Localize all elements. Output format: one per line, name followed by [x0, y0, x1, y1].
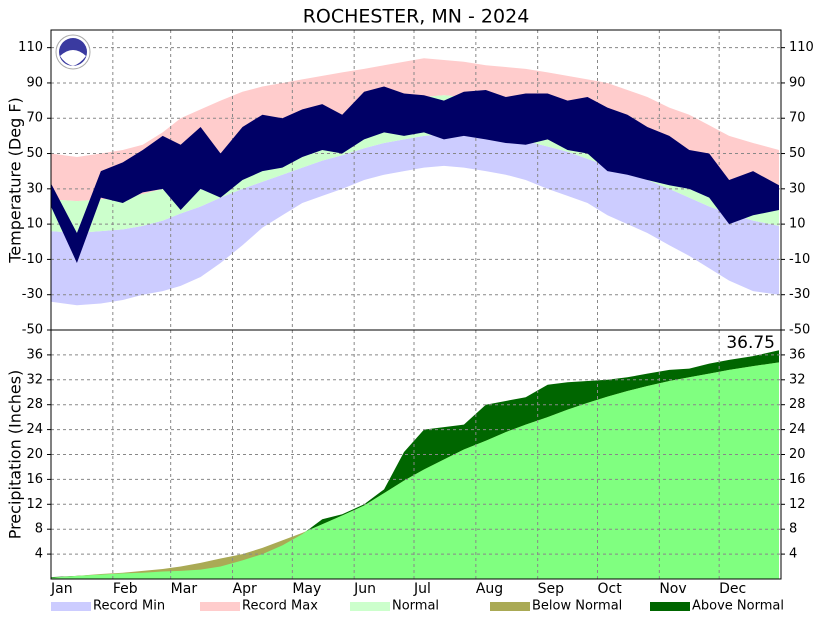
x-tick-label: Apr	[233, 581, 257, 597]
y-tick-label: 20	[26, 447, 43, 462]
y-tick-label: -10	[22, 252, 43, 267]
y-tick-label: 10	[789, 217, 806, 232]
legend-swatch	[350, 602, 390, 611]
record-max-band	[51, 58, 780, 202]
plot-border	[50, 329, 782, 580]
y-tick-label: 12	[26, 497, 43, 512]
y-tick-label: 16	[789, 472, 806, 487]
y-tick-label: 36	[26, 347, 43, 362]
legend-label: Record Min	[93, 599, 165, 614]
y-tick-label: 16	[26, 472, 43, 487]
y-tick-label: 12	[789, 497, 806, 512]
legend-swatch	[200, 602, 240, 611]
y-tick-label: 8	[35, 522, 43, 537]
x-tick-label: Jun	[353, 581, 376, 597]
y-tick-label: 50	[26, 146, 43, 161]
legend-label: Above Normal	[692, 599, 784, 614]
y-tick-label: 28	[789, 397, 806, 412]
x-tick-label: Feb	[113, 581, 138, 597]
y-tick-label: 90	[789, 75, 806, 90]
y-tick-label: 110	[789, 40, 814, 55]
y-tick-label: 24	[789, 422, 806, 437]
y-tick-label: 20	[789, 447, 806, 462]
y-tick-label: 30	[26, 181, 43, 196]
y-tick-label: -50	[789, 323, 810, 338]
total-annotation: 36.75	[726, 333, 775, 353]
y-tick-label: -10	[789, 252, 810, 267]
x-tick-label: May	[292, 581, 321, 597]
y-tick-label: 30	[789, 181, 806, 196]
y-tick-label: 8	[789, 522, 797, 537]
y-axis-label: Temperature (Deg F)	[6, 97, 25, 264]
x-tick-label: Jan	[50, 581, 73, 597]
x-tick-label: Jul	[413, 581, 431, 597]
legend-swatch	[650, 602, 690, 611]
observed-range	[51, 86, 780, 263]
y-tick-label: 4	[789, 547, 797, 562]
legend-label: Record Max	[242, 599, 318, 614]
legend-label: Normal	[392, 599, 439, 614]
legend-swatch	[490, 602, 530, 611]
x-tick-label: Nov	[659, 581, 686, 597]
x-tick-label: Oct	[598, 581, 623, 597]
y-tick-label: 10	[26, 217, 43, 232]
legend-label: Below Normal	[532, 599, 622, 614]
y-axis-label: Precipitation (Inches)	[6, 370, 25, 540]
y-tick-label: 36	[789, 347, 806, 362]
x-tick-label: Aug	[476, 581, 503, 597]
y-tick-label: 24	[26, 422, 43, 437]
y-tick-label: 70	[26, 111, 43, 126]
y-tick-label: -30	[22, 287, 43, 302]
y-tick-label: 32	[789, 372, 806, 387]
y-tick-label: -30	[789, 287, 810, 302]
chart-title: ROCHESTER, MN - 2024	[303, 6, 530, 28]
y-tick-label: 28	[26, 397, 43, 412]
y-tick-label: 110	[18, 40, 43, 55]
legend-swatch	[51, 602, 91, 611]
logo	[60, 50, 86, 66]
y-tick-label: 4	[35, 547, 43, 562]
x-tick-label: Dec	[719, 581, 746, 597]
y-tick-label: -50	[22, 323, 43, 338]
y-tick-label: 70	[789, 111, 806, 126]
y-tick-label: 90	[26, 75, 43, 90]
x-tick-label: Mar	[171, 581, 198, 597]
y-tick-label: 32	[26, 372, 43, 387]
x-tick-label: Sep	[538, 581, 565, 597]
y-tick-label: 50	[789, 146, 806, 161]
